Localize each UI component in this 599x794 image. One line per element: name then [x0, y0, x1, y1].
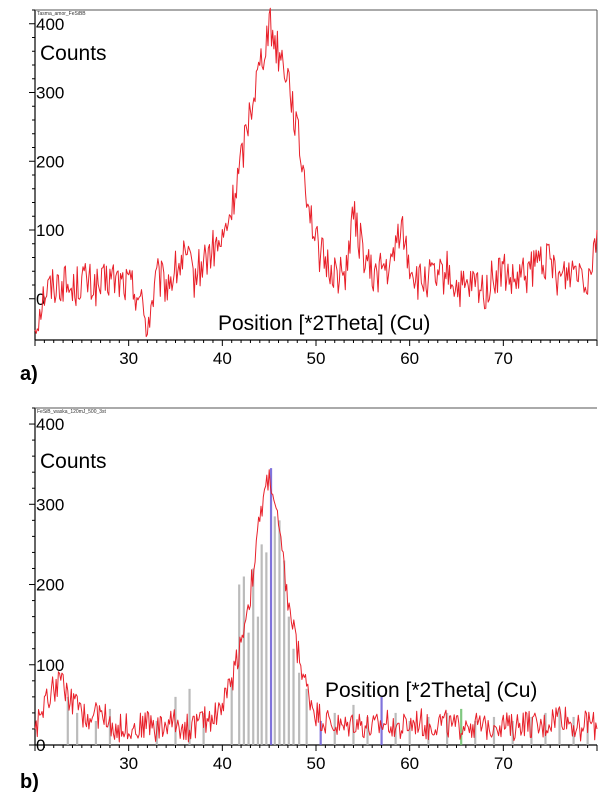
- y-tick-label: 200: [36, 576, 64, 595]
- x-tick-label: 60: [400, 349, 419, 368]
- y-tick-label: 400: [36, 15, 64, 34]
- x-tick-label: 40: [213, 754, 232, 773]
- y-tick-label: 200: [36, 152, 64, 171]
- x-tick-label: 30: [119, 754, 138, 773]
- chart-title: FeSiB_waska_120mJ_500_3st: [37, 409, 107, 415]
- panel-a: 30 40 50 60 70 0 100 200 300 400 Tasma_amor_FeSiBB…: [0, 0, 599, 390]
- x-tick-label: 70: [494, 754, 513, 773]
- x-tick-label: 50: [307, 349, 326, 368]
- x-tick-label: 60: [400, 754, 419, 773]
- y-tick-label: 100: [36, 221, 64, 240]
- x-axis-label: Position [*2Theta] (Cu): [218, 312, 430, 335]
- x-axis-label: Position [*2Theta] (Cu): [325, 679, 537, 702]
- y-axis-label: Counts: [40, 42, 107, 65]
- x-tick-label: 50: [307, 754, 326, 773]
- series-line: [34, 469, 598, 743]
- panel-label: a): [20, 363, 38, 385]
- x-tick-label: 30: [119, 349, 138, 368]
- y-tick-label: 100: [36, 656, 64, 675]
- y-tick-label: 300: [36, 84, 64, 103]
- chart-title: Tasma_amor_FeSiBB: [37, 11, 86, 17]
- panel-b: 30 40 50 60 70 0 100 200 300 400 FeSiB_waska_120mJ…: [0, 400, 599, 794]
- chart-b-svg: 30 40 50 60 70 0 100 200 300 400FeSiB_waska_120mJ…: [20, 407, 598, 793]
- x-tick-label: 40: [213, 349, 232, 368]
- chart-a-svg: 30 40 50 60 70 0 100 200 300 400Tasma_amor_FeSiBB…: [20, 7, 598, 385]
- series-line: [34, 7, 598, 338]
- y-axis-label: Counts: [40, 450, 107, 473]
- y-tick-label: 400: [36, 415, 64, 434]
- y-tick-label: 0: [36, 736, 45, 755]
- y-tick-label: 0: [36, 290, 45, 309]
- panel-label: b): [20, 771, 39, 793]
- x-tick-label: 70: [494, 349, 513, 368]
- y-tick-label: 300: [36, 495, 64, 514]
